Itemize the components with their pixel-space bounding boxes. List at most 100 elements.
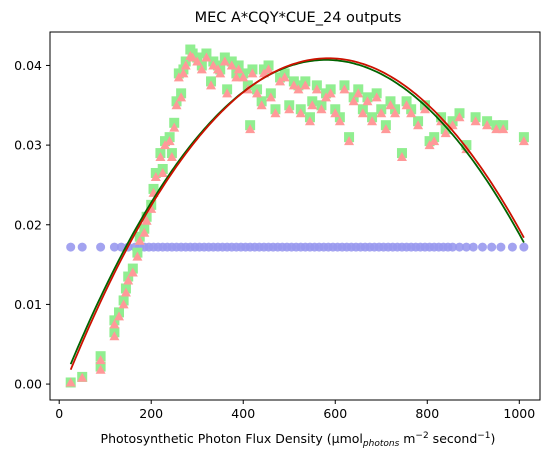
circle-point-3 bbox=[109, 242, 119, 252]
circle-point-79 bbox=[477, 242, 487, 252]
x-axis-label-superscript-2: −1 bbox=[477, 431, 490, 441]
triangle-point-26 bbox=[176, 92, 187, 102]
triangle-point-11 bbox=[132, 251, 143, 261]
triangle-point-23 bbox=[169, 122, 180, 132]
triangle-point-45 bbox=[245, 124, 256, 134]
series-1 bbox=[65, 44, 529, 388]
axis-ticks: 0 200 400 600 800 1000 0.00 0.01 0.02 0.03 0.04 bbox=[14, 58, 535, 421]
x-axis-label-superscript-1: −2 bbox=[415, 431, 428, 441]
triangle-point-28 bbox=[180, 60, 191, 70]
circle-point-81 bbox=[496, 242, 506, 252]
triangle-point-77 bbox=[380, 124, 391, 134]
triangle-point-14 bbox=[141, 215, 152, 225]
triangle-point-17 bbox=[150, 171, 161, 181]
triangle-point-95 bbox=[498, 124, 509, 134]
triangle-point-6 bbox=[114, 311, 125, 321]
x-axis-label-main: Photosynthetic Photon Flux Density (µmol bbox=[101, 431, 363, 446]
triangle-point-22 bbox=[166, 152, 177, 162]
triangle-point-90 bbox=[454, 112, 465, 122]
triangle-point-86 bbox=[429, 136, 440, 146]
y-tick-label-3: 0.03 bbox=[14, 138, 42, 153]
x-tick-label-1000: 1000 bbox=[503, 406, 535, 421]
triangle-point-81 bbox=[401, 100, 412, 110]
triangle-point-46 bbox=[247, 68, 258, 78]
triangle-point-41 bbox=[231, 72, 242, 82]
x-tick-label-800: 800 bbox=[415, 406, 439, 421]
triangle-point-13 bbox=[139, 227, 150, 237]
triangle-point-33 bbox=[201, 52, 212, 62]
circle-point-1 bbox=[77, 242, 87, 252]
triangle-point-80 bbox=[396, 152, 407, 162]
triangle-point-74 bbox=[367, 116, 378, 126]
x-axis-label-second: second bbox=[429, 431, 478, 446]
triangle-point-40 bbox=[226, 60, 237, 70]
triangle-point-72 bbox=[357, 108, 368, 118]
x-tick-label-0: 0 bbox=[55, 406, 63, 421]
plot-frame bbox=[49, 31, 541, 401]
triangle-point-79 bbox=[390, 108, 401, 118]
triangle-point-68 bbox=[339, 84, 350, 94]
series-0 bbox=[66, 242, 529, 252]
triangle-point-52 bbox=[270, 108, 281, 118]
triangle-point-3 bbox=[95, 355, 106, 365]
fit-line-4 bbox=[69, 57, 525, 371]
triangle-point-62 bbox=[311, 84, 322, 94]
triangle-point-51 bbox=[265, 92, 276, 102]
triangle-point-55 bbox=[284, 104, 295, 114]
x-axis-label-close: ) bbox=[491, 431, 496, 446]
triangle-point-71 bbox=[353, 88, 364, 98]
series-4 bbox=[69, 57, 525, 371]
circle-point-82 bbox=[507, 242, 517, 252]
triangle-point-88 bbox=[440, 128, 451, 138]
triangle-point-67 bbox=[334, 116, 345, 126]
triangle-point-7 bbox=[118, 299, 129, 309]
triangle-point-61 bbox=[307, 100, 318, 110]
triangle-point-75 bbox=[371, 92, 382, 102]
triangle-point-76 bbox=[376, 108, 387, 118]
triangle-point-4 bbox=[109, 331, 120, 341]
x-tick-label-600: 600 bbox=[323, 406, 347, 421]
triangle-point-54 bbox=[279, 72, 290, 82]
triangle-point-31 bbox=[192, 56, 203, 66]
triangle-point-96 bbox=[518, 136, 529, 146]
circle-point-75 bbox=[448, 242, 458, 252]
triangle-point-65 bbox=[325, 88, 336, 98]
triangle-point-48 bbox=[256, 100, 267, 110]
triangle-point-37 bbox=[215, 68, 226, 78]
x-axis-label-unit: m bbox=[399, 431, 415, 446]
x-axis-label-subscript: photons bbox=[362, 439, 400, 449]
triangle-point-70 bbox=[348, 96, 359, 106]
triangle-point-42 bbox=[233, 64, 244, 74]
triangle-point-30 bbox=[187, 52, 198, 62]
triangle-point-9 bbox=[123, 275, 134, 285]
circle-point-83 bbox=[519, 242, 529, 252]
triangle-point-47 bbox=[252, 88, 263, 98]
triangle-point-24 bbox=[171, 100, 182, 110]
triangle-point-92 bbox=[470, 116, 481, 126]
circle-point-2 bbox=[96, 242, 106, 252]
triangle-point-78 bbox=[385, 100, 396, 110]
triangle-point-83 bbox=[413, 120, 424, 130]
triangle-point-58 bbox=[295, 108, 306, 118]
y-tick-label-2: 0.02 bbox=[14, 217, 42, 232]
x-axis-label: Photosynthetic Photon Flux Density (µmol… bbox=[101, 431, 496, 449]
triangle-point-18 bbox=[155, 152, 166, 162]
triangle-point-82 bbox=[406, 108, 417, 118]
plot-area bbox=[65, 44, 529, 388]
x-tick-label-400: 400 bbox=[231, 406, 255, 421]
triangle-point-57 bbox=[293, 84, 304, 94]
triangle-point-21 bbox=[164, 136, 175, 146]
triangle-point-35 bbox=[208, 60, 219, 70]
triangle-point-43 bbox=[238, 72, 249, 82]
x-tick-label-200: 200 bbox=[139, 406, 163, 421]
triangle-point-19 bbox=[157, 167, 168, 177]
y-tick-label-0: 0.00 bbox=[14, 377, 42, 392]
circle-point-76 bbox=[454, 242, 464, 252]
y-tick-label-4: 0.04 bbox=[14, 58, 42, 73]
triangle-point-93 bbox=[482, 120, 493, 130]
triangle-point-12 bbox=[134, 235, 145, 245]
triangle-point-10 bbox=[127, 267, 138, 277]
triangle-point-38 bbox=[219, 56, 230, 66]
circle-point-80 bbox=[487, 242, 497, 252]
